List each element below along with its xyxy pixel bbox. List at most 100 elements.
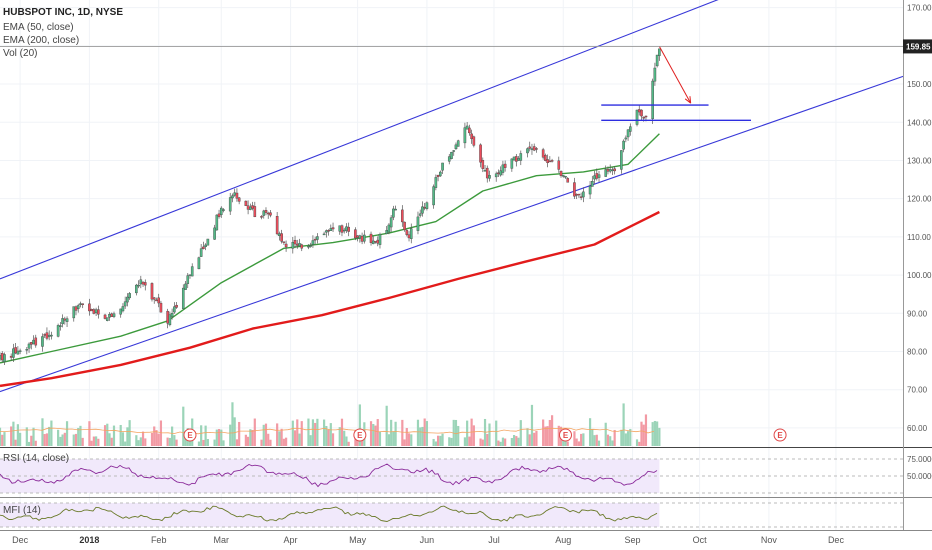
ema200-legend[interactable]: EMA (200, close): [3, 35, 80, 46]
volume-bar: [548, 419, 551, 446]
volume-bar: [385, 405, 388, 446]
mfi-legend[interactable]: MFI (14): [3, 505, 41, 516]
volume-bar: [597, 440, 601, 446]
volume-bar: [296, 419, 299, 446]
candle-body: [41, 336, 44, 347]
candle-body: [170, 313, 174, 317]
candle-body: [434, 177, 438, 188]
candle-body: [494, 173, 498, 178]
candle-body: [126, 296, 129, 303]
candle-body: [97, 309, 100, 315]
volume-bar: [387, 434, 391, 446]
trend-channel[interactable]: [0, 0, 904, 393]
candle-body: [81, 303, 85, 305]
rsi-legend[interactable]: RSI (14, close): [3, 453, 70, 464]
candle-body: [387, 224, 391, 233]
volume-bar: [512, 435, 516, 446]
volume-bar: [347, 441, 350, 446]
candle-body: [65, 318, 69, 322]
volume-bar: [588, 418, 592, 446]
candle-body: [485, 167, 489, 179]
candle-body: [436, 175, 440, 177]
volume-bar: [217, 429, 221, 446]
candle-body: [541, 149, 545, 158]
candle-body: [18, 350, 22, 352]
date-tick-label: 2018: [79, 535, 99, 545]
candle-body: [548, 160, 552, 163]
candle-body: [535, 148, 538, 150]
volume-bar: [421, 426, 424, 446]
candle-body: [338, 225, 342, 232]
volume-bar: [644, 414, 648, 446]
candle-body: [291, 242, 295, 249]
candle-body: [479, 144, 482, 163]
volume-bar: [311, 419, 315, 446]
candle-body: [34, 337, 38, 346]
candle-body: [266, 212, 270, 215]
candle-body: [61, 318, 64, 325]
candle-body: [253, 206, 257, 218]
candle-body: [269, 212, 272, 216]
volume-legend[interactable]: Vol (20): [3, 48, 38, 59]
volume-bar: [345, 436, 348, 446]
volume-bar: [119, 424, 122, 446]
candle-body: [604, 169, 608, 177]
candle-body: [409, 228, 413, 239]
ema50-legend[interactable]: EMA (50, close): [3, 22, 74, 33]
volume-bar: [635, 439, 639, 446]
volume-bars: [0, 402, 661, 446]
volume-bar: [30, 435, 33, 446]
volume-bar: [463, 437, 467, 446]
symbol-legend[interactable]: HUBSPOT INC, 1D, NYSE: [3, 7, 124, 18]
price-tick-label: 80.00: [907, 347, 928, 356]
candle-body: [72, 306, 76, 319]
candle-body: [233, 192, 236, 196]
candle-body: [47, 334, 51, 337]
volume-bar: [593, 435, 596, 446]
volume-bar: [436, 435, 440, 446]
volume-bar: [454, 419, 458, 446]
volume-bar: [360, 439, 364, 446]
date-tick-label: Oct: [693, 535, 708, 545]
volume-bar: [43, 434, 46, 446]
candle-body: [184, 283, 187, 290]
candle-body: [217, 213, 221, 217]
volume-bar: [343, 430, 346, 446]
candle-body: [456, 140, 460, 147]
volume-bar: [519, 420, 522, 446]
volume-bar: [483, 418, 487, 446]
volume-bar: [425, 421, 429, 446]
candle-body: [59, 325, 62, 328]
candle-body: [481, 160, 485, 169]
volume-bar: [144, 438, 147, 446]
candlesticks: [0, 48, 661, 366]
candle-body: [204, 244, 207, 247]
candle-body: [94, 309, 98, 314]
candle-body: [213, 227, 216, 240]
volume-bar: [510, 438, 513, 446]
candle-body: [108, 314, 111, 318]
candle-body: [76, 305, 80, 309]
volume-bar: [577, 441, 581, 446]
volume-bar: [394, 421, 397, 446]
candle-body: [439, 171, 442, 177]
candle-body: [168, 314, 172, 326]
candle-body: [483, 170, 487, 172]
volume-bar: [61, 434, 64, 446]
volume-bar: [606, 434, 610, 446]
candle-body: [347, 226, 350, 232]
volume-bar: [72, 434, 75, 446]
volume-bar: [358, 404, 361, 446]
candle-body: [45, 332, 49, 339]
volume-bar: [97, 438, 100, 446]
candle-body: [579, 196, 583, 198]
volume-bar: [291, 420, 294, 446]
candle-body: [345, 226, 348, 231]
volume-bar: [378, 431, 382, 446]
volume-bar: [27, 441, 31, 446]
candle-body: [128, 293, 131, 299]
volume-bar: [314, 422, 317, 446]
candle-body: [331, 227, 335, 230]
